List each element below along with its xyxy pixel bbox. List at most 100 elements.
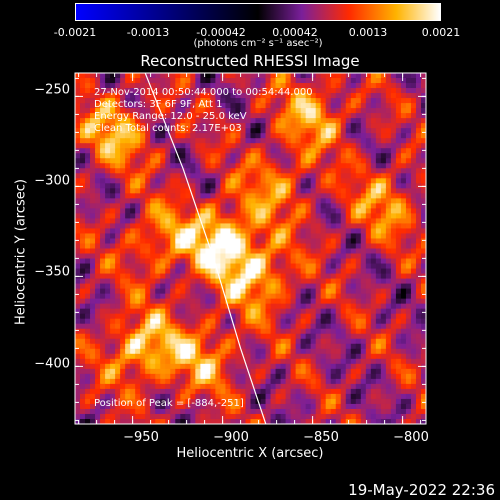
heatmap-cell xyxy=(325,128,332,134)
heatmap-cell xyxy=(195,203,201,209)
heatmap-cell xyxy=(95,338,101,345)
heatmap-cell xyxy=(155,343,161,350)
heatmap-cell xyxy=(210,248,216,255)
heatmap-cell xyxy=(155,128,161,134)
heatmap-cell xyxy=(130,303,136,310)
heatmap-cell xyxy=(290,148,297,154)
heatmap-cell xyxy=(95,363,101,370)
heatmap-cell xyxy=(265,158,272,164)
heatmap-cell xyxy=(110,168,116,174)
heatmap-cell xyxy=(145,153,151,159)
heatmap-cell xyxy=(295,303,302,310)
heatmap-cell xyxy=(300,128,307,134)
heatmap-cell xyxy=(260,223,267,230)
heatmap-cell xyxy=(325,408,332,415)
heatmap-cell xyxy=(355,178,362,184)
heatmap-cell xyxy=(375,293,382,300)
heatmap-cell xyxy=(325,338,332,345)
heatmap-cell xyxy=(315,243,322,250)
heatmap-cell xyxy=(75,228,81,235)
heatmap-cell xyxy=(195,233,201,240)
heatmap-cell xyxy=(220,338,227,345)
heatmap-cell xyxy=(325,353,332,360)
heatmap-cell xyxy=(115,378,121,385)
heatmap-cell xyxy=(345,98,352,104)
heatmap-cell xyxy=(355,393,362,400)
heatmap-cell xyxy=(110,108,116,114)
heatmap-cell xyxy=(300,203,307,209)
heatmap-cell xyxy=(235,123,242,129)
heatmap-cell xyxy=(95,168,101,174)
heatmap-cell xyxy=(370,218,377,225)
heatmap-cell xyxy=(120,288,126,295)
heatmap-cell xyxy=(240,93,247,99)
heatmap-cell xyxy=(390,118,397,124)
heatmap-cell xyxy=(110,243,116,250)
heatmap-cell xyxy=(275,223,282,230)
heatmap-cell xyxy=(230,233,237,240)
heatmap-cell xyxy=(105,123,111,129)
heatmap-cell xyxy=(155,328,161,335)
heatmap-cell xyxy=(140,178,146,184)
heatmap-cell xyxy=(380,283,387,290)
heatmap-cell xyxy=(270,253,277,260)
heatmap-cell xyxy=(265,73,272,79)
heatmap-cell xyxy=(165,238,171,245)
heatmap-cell xyxy=(105,273,111,280)
heatmap-cell xyxy=(270,273,277,280)
heatmap-cell xyxy=(410,168,417,174)
heatmap-cell xyxy=(275,148,282,154)
heatmap-cell xyxy=(395,148,402,154)
heatmap-cell xyxy=(130,203,136,209)
heatmap-cell xyxy=(315,228,322,235)
heatmap-cell xyxy=(325,363,332,370)
heatmap-cell xyxy=(320,198,327,204)
heatmap-cell xyxy=(330,293,337,300)
heatmap-cell xyxy=(345,293,352,300)
heatmap-cell xyxy=(110,268,116,275)
heatmap-cell xyxy=(110,228,116,235)
heatmap-cell xyxy=(350,313,357,320)
heatmap-cell xyxy=(90,158,96,164)
heatmap-cell xyxy=(180,208,186,214)
heatmap-cell xyxy=(250,218,257,225)
heatmap-cell xyxy=(135,268,141,275)
heatmap-cell xyxy=(345,158,352,164)
heatmap-cell xyxy=(355,413,362,420)
heatmap-cell xyxy=(155,298,161,305)
heatmap-cell xyxy=(385,183,392,189)
heatmap-cell xyxy=(290,338,297,345)
heatmap-cell xyxy=(220,263,227,270)
heatmap-cell xyxy=(315,278,322,285)
heatmap-cell xyxy=(220,308,227,315)
heatmap-cell xyxy=(105,383,111,390)
heatmap-cell xyxy=(385,243,392,250)
heatmap-cell xyxy=(220,418,227,424)
heatmap-cell xyxy=(365,78,372,84)
heatmap-cell xyxy=(390,253,397,260)
heatmap-cell xyxy=(325,78,332,84)
heatmap-cell xyxy=(155,258,161,265)
heatmap-cell xyxy=(375,103,382,109)
heatmap-cell xyxy=(355,373,362,380)
heatmap-cell xyxy=(315,373,322,380)
heatmap-cell xyxy=(95,218,101,225)
heatmap-cell xyxy=(120,133,126,139)
heatmap-cell xyxy=(185,153,191,159)
heatmap-cell xyxy=(115,138,121,144)
heatmap-cell xyxy=(290,358,297,365)
heatmap-cell xyxy=(385,313,392,320)
heatmap-cell xyxy=(405,113,412,119)
heatmap-cell xyxy=(190,213,196,220)
heatmap-cell xyxy=(295,78,302,84)
heatmap-cell xyxy=(270,398,277,405)
heatmap-cell xyxy=(150,88,156,94)
heatmap-cell xyxy=(100,118,106,124)
heatmap-cell xyxy=(240,98,247,104)
heatmap-cell xyxy=(210,73,216,79)
heatmap-cell xyxy=(295,308,302,315)
heatmap-cell xyxy=(200,378,206,385)
heatmap-cell xyxy=(250,173,257,179)
heatmap-cell xyxy=(155,138,161,144)
heatmap-cell xyxy=(150,278,156,285)
